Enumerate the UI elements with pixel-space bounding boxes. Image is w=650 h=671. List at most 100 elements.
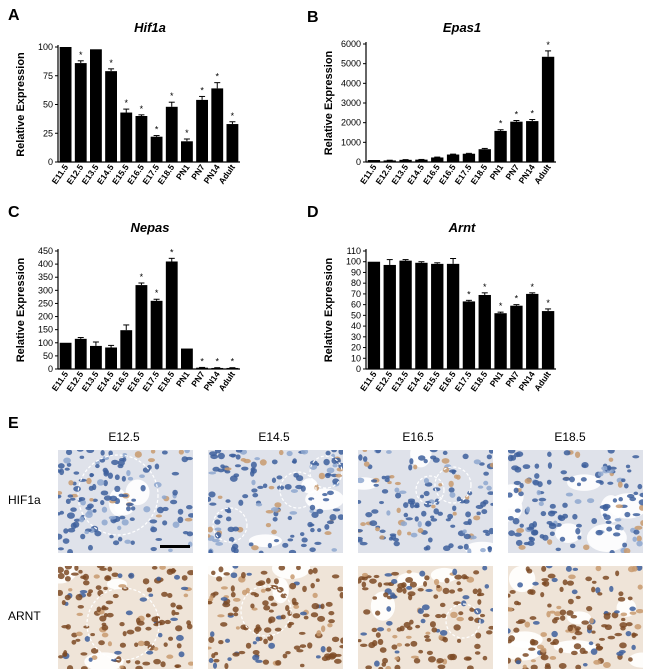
nucleus bbox=[614, 632, 623, 637]
nucleus bbox=[566, 610, 574, 616]
nucleus bbox=[135, 665, 143, 669]
nucleus bbox=[276, 475, 283, 480]
nucleus bbox=[582, 663, 588, 667]
nucleus bbox=[452, 568, 458, 576]
nucleus bbox=[558, 647, 564, 654]
nucleus bbox=[479, 613, 486, 618]
nucleus bbox=[575, 595, 581, 600]
nucleus bbox=[129, 517, 135, 522]
nucleus bbox=[511, 465, 520, 471]
nucleus bbox=[217, 495, 223, 499]
nucleus bbox=[607, 481, 614, 485]
nucleus bbox=[231, 543, 239, 550]
nucleus bbox=[508, 593, 511, 598]
nucleus bbox=[134, 642, 139, 648]
nucleus bbox=[571, 635, 577, 640]
nucleus bbox=[540, 632, 547, 638]
nucleus bbox=[447, 513, 454, 520]
nucleus bbox=[573, 643, 582, 650]
nucleus bbox=[215, 542, 224, 546]
y-tick-label: 80 bbox=[351, 278, 361, 288]
nucleus bbox=[482, 566, 488, 571]
nucleus bbox=[430, 515, 435, 519]
nucleus bbox=[551, 630, 558, 638]
nucleus bbox=[167, 592, 173, 598]
nucleus bbox=[161, 591, 168, 597]
nucleus bbox=[209, 502, 217, 506]
nucleus bbox=[321, 625, 326, 632]
chart-title: Arnt bbox=[448, 220, 476, 235]
nucleus bbox=[631, 632, 637, 638]
nucleus bbox=[583, 544, 590, 551]
nucleus bbox=[633, 491, 639, 496]
chart-nepas: Nepas Relative Expression 0 50 100 150 200 250 3… bbox=[15, 220, 240, 393]
nucleus bbox=[607, 465, 612, 471]
nucleus bbox=[213, 658, 220, 663]
nucleus bbox=[178, 651, 185, 658]
nucleus bbox=[100, 450, 105, 456]
nucleus bbox=[101, 519, 108, 526]
nucleus bbox=[539, 534, 545, 539]
y-tick-label: 450 bbox=[38, 246, 53, 256]
significance-marker: * bbox=[499, 301, 503, 311]
nucleus bbox=[586, 605, 593, 612]
nucleus bbox=[109, 534, 114, 539]
nucleus bbox=[597, 592, 603, 596]
nucleus bbox=[146, 587, 153, 593]
nucleus bbox=[530, 659, 537, 663]
nucleus bbox=[396, 627, 402, 632]
nucleus bbox=[252, 492, 259, 498]
nucleus bbox=[599, 505, 608, 510]
stage-label: E16.5 bbox=[402, 430, 434, 444]
nucleus bbox=[379, 647, 387, 653]
nucleus bbox=[522, 464, 531, 470]
nucleus bbox=[310, 460, 318, 466]
nucleus bbox=[372, 640, 378, 647]
nucleus bbox=[68, 480, 74, 486]
nucleus bbox=[462, 529, 467, 534]
nucleus bbox=[64, 467, 70, 471]
nucleus bbox=[437, 664, 446, 669]
nucleus bbox=[58, 566, 64, 574]
nucleus bbox=[590, 648, 598, 655]
nucleus bbox=[392, 634, 398, 639]
nucleus bbox=[64, 566, 72, 570]
nucleus bbox=[463, 575, 469, 580]
nucleus bbox=[101, 624, 109, 631]
nucleus bbox=[274, 502, 282, 508]
nucleus bbox=[615, 504, 624, 509]
y-tick-label: 400 bbox=[38, 259, 53, 269]
nucleus bbox=[369, 578, 377, 584]
nucleus bbox=[467, 490, 473, 496]
bar bbox=[135, 285, 148, 369]
nucleus bbox=[365, 665, 373, 669]
nucleus bbox=[78, 478, 87, 482]
nucleus bbox=[442, 466, 450, 473]
nucleus bbox=[508, 639, 512, 644]
nucleus bbox=[170, 617, 178, 622]
nucleus bbox=[186, 620, 192, 626]
nucleus bbox=[70, 522, 77, 530]
y-tick-label: 90 bbox=[351, 267, 361, 277]
nucleus bbox=[315, 655, 321, 659]
nucleus bbox=[252, 654, 260, 661]
nucleus bbox=[303, 615, 309, 620]
significance-marker: * bbox=[231, 111, 235, 121]
micrograph-tile bbox=[208, 450, 343, 553]
nucleus bbox=[548, 522, 556, 526]
nucleus bbox=[474, 643, 481, 649]
nucleus bbox=[174, 611, 180, 616]
nucleus bbox=[395, 492, 402, 499]
bar bbox=[74, 338, 87, 369]
nucleus bbox=[156, 506, 164, 514]
nucleus bbox=[70, 507, 77, 512]
bar bbox=[90, 345, 102, 369]
nucleus bbox=[114, 485, 121, 492]
nucleus bbox=[99, 458, 106, 463]
nucleus bbox=[417, 520, 422, 528]
nucleus bbox=[64, 594, 71, 601]
significance-marker: * bbox=[170, 91, 174, 101]
nucleus bbox=[287, 621, 295, 626]
nucleus bbox=[405, 517, 413, 521]
nucleus bbox=[71, 639, 77, 645]
